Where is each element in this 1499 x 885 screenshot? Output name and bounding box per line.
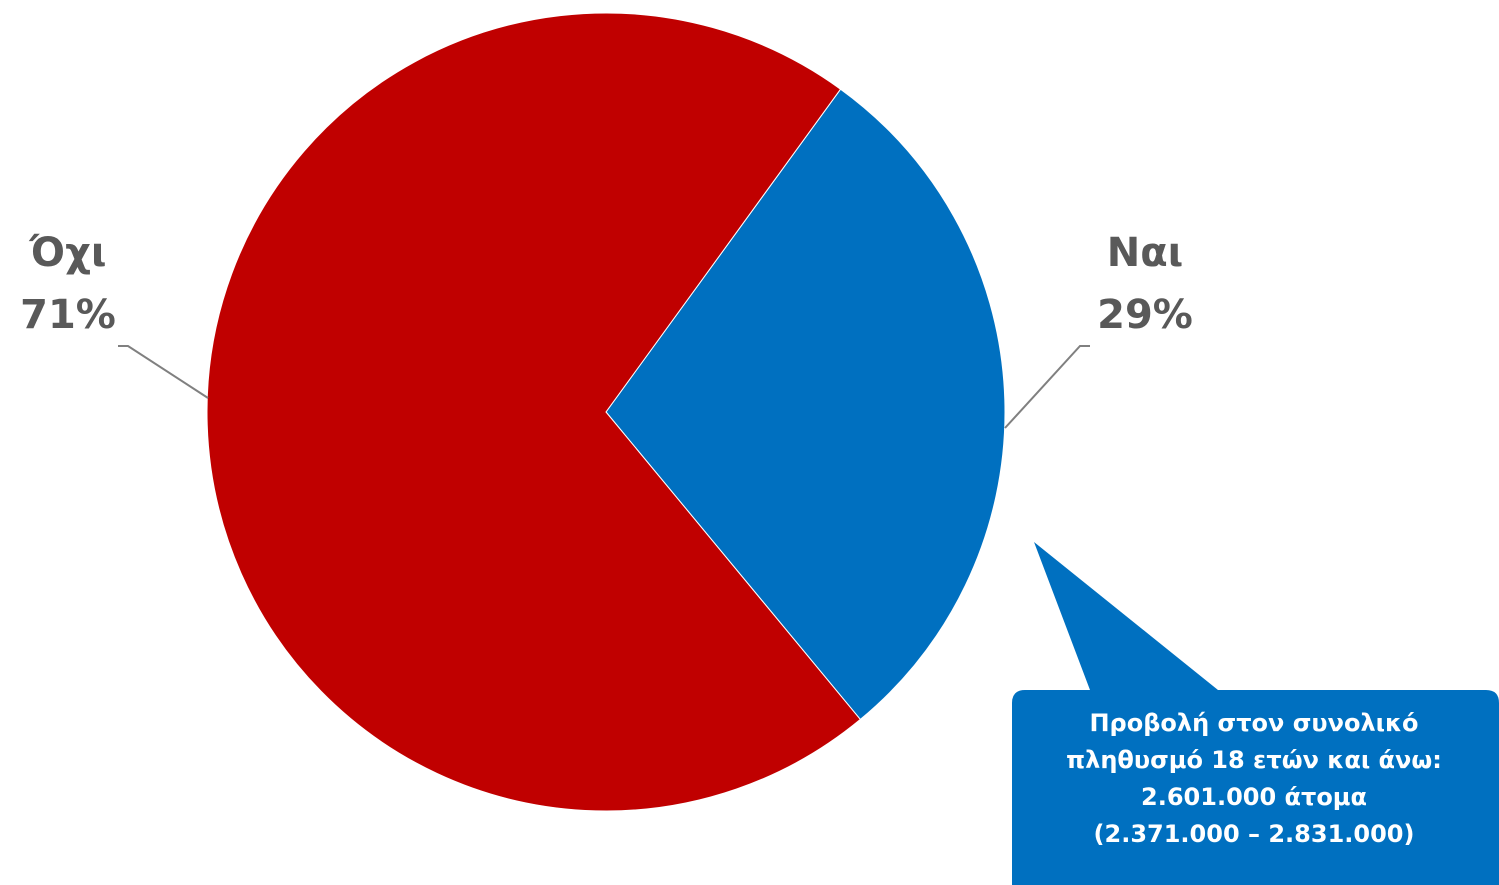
leader-line-no (118, 345, 209, 399)
callout-line-1: Προβολή στον συνολικό (1089, 709, 1419, 737)
data-label-yes: Ναι 29% (1080, 222, 1210, 346)
pie-slice-no (206, 12, 862, 812)
pie-slices (206, 12, 1006, 812)
data-label-no-value: 71% (20, 292, 116, 338)
data-label-no-category: Όχι (29, 230, 107, 276)
leader-line-yes (1004, 345, 1090, 429)
callout-line-2: πληθυσμό 18 ετών και άνω: (1066, 746, 1442, 774)
data-label-yes-category: Ναι (1106, 230, 1184, 276)
callout-shape (1012, 542, 1499, 885)
data-label-yes-value: 29% (1097, 292, 1193, 338)
callout-line-3: 2.601.000 άτομα (1141, 783, 1367, 811)
data-label-no: Όχι 71% (8, 222, 128, 346)
callout-line-4: (2.371.000 – 2.831.000) (1093, 820, 1415, 848)
pie-slice-yes (605, 88, 1006, 721)
callout-text: Προβολή στον συνολικό πληθυσμό 18 ετών κ… (1012, 700, 1496, 880)
